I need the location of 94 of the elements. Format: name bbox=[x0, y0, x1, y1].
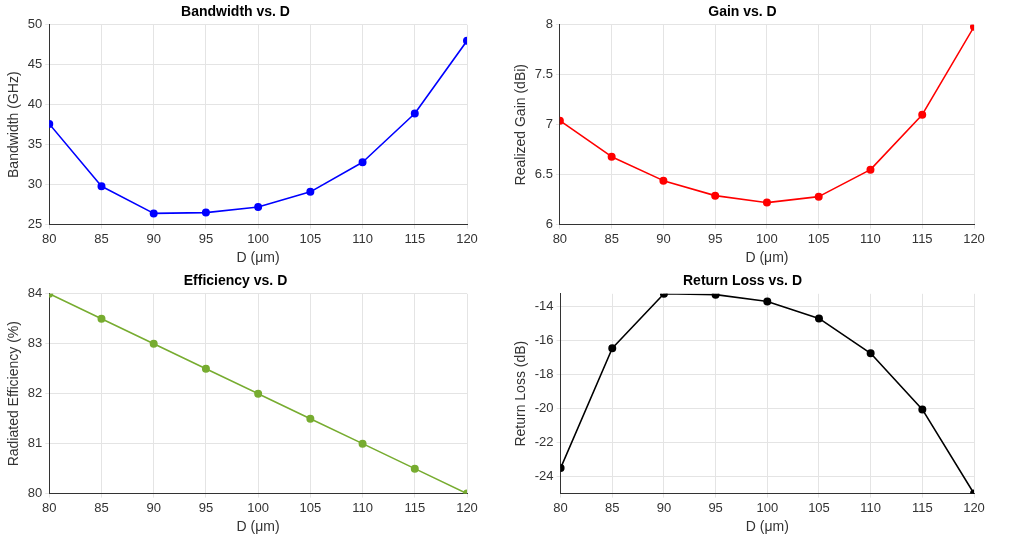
y-tick-label: -18 bbox=[534, 366, 554, 382]
y-axis-title: Realized Gain (dBi) bbox=[512, 64, 529, 186]
x-tick-label: 100 bbox=[756, 499, 779, 515]
x-tick-label: 95 bbox=[198, 499, 214, 515]
point bbox=[866, 165, 875, 174]
x-tick-label: 80 bbox=[42, 499, 57, 515]
x-tick-label: 90 bbox=[656, 230, 671, 246]
point bbox=[149, 339, 158, 348]
y-tick-label: 82 bbox=[27, 385, 43, 401]
y-tick-label: 6.5 bbox=[534, 166, 553, 182]
x-axis-title: D (μm) bbox=[236, 249, 280, 266]
x-tick-label: 95 bbox=[708, 499, 723, 515]
point bbox=[149, 209, 158, 218]
x-tick-label: 105 bbox=[299, 499, 322, 515]
point bbox=[814, 192, 823, 201]
point bbox=[762, 198, 771, 207]
x-tick-label: 120 bbox=[456, 499, 478, 515]
y-tick-label: 83 bbox=[27, 335, 43, 351]
x-tick-label: 85 bbox=[604, 230, 619, 246]
point bbox=[358, 439, 367, 448]
x-tick-label: 120 bbox=[963, 499, 985, 515]
point bbox=[201, 364, 210, 373]
point bbox=[97, 314, 106, 323]
point bbox=[659, 176, 668, 185]
y-axis-title: Radiated Efficiency (%) bbox=[5, 321, 22, 467]
chart-title: Gain vs. D bbox=[708, 3, 777, 20]
x-tick-label: 110 bbox=[352, 230, 373, 246]
x-tick-label: 115 bbox=[911, 499, 933, 515]
x-tick-label: 85 bbox=[94, 230, 109, 246]
x-axis-title: D (μm) bbox=[745, 249, 789, 266]
x-tick-label: 95 bbox=[198, 230, 214, 246]
point bbox=[358, 158, 367, 167]
x-tick-label: 110 bbox=[860, 499, 882, 515]
y-tick-label: -24 bbox=[534, 468, 554, 484]
x-axis-title: D (μm) bbox=[236, 518, 280, 535]
chart-title: Return Loss vs. D bbox=[682, 272, 803, 289]
point bbox=[97, 182, 106, 191]
y-tick-label: 30 bbox=[27, 176, 43, 192]
x-tick-label: 110 bbox=[352, 499, 373, 515]
point bbox=[608, 344, 617, 353]
y-tick-label: 7.5 bbox=[534, 66, 553, 82]
y-tick-label: 40 bbox=[27, 96, 43, 112]
y-tick-label: -20 bbox=[534, 400, 554, 416]
x-tick-label: 115 bbox=[911, 230, 933, 246]
x-tick-label: 115 bbox=[404, 499, 426, 515]
y-tick-label: -16 bbox=[534, 332, 554, 348]
x-tick-label: 100 bbox=[247, 230, 269, 246]
x-tick-label: 120 bbox=[456, 230, 478, 246]
y-tick-label: 84 bbox=[27, 285, 43, 301]
y-tick-label: 45 bbox=[27, 56, 43, 72]
x-tick-label: 105 bbox=[808, 499, 830, 515]
y-tick-label: 6 bbox=[545, 216, 553, 232]
x-tick-label: 100 bbox=[756, 230, 778, 246]
point bbox=[814, 314, 823, 323]
point bbox=[201, 208, 210, 217]
point bbox=[254, 389, 263, 398]
x-tick-label: 120 bbox=[963, 230, 985, 246]
y-tick-label: 25 bbox=[27, 216, 43, 232]
point bbox=[763, 297, 772, 306]
y-tick-label: -22 bbox=[534, 434, 554, 450]
point bbox=[918, 405, 927, 414]
x-tick-label: 115 bbox=[404, 230, 426, 246]
y-tick-label: 80 bbox=[27, 485, 43, 501]
chart-title: Efficiency vs. D bbox=[183, 272, 288, 289]
point bbox=[306, 414, 315, 423]
point bbox=[866, 349, 875, 358]
point bbox=[410, 109, 419, 118]
x-tick-label: 85 bbox=[605, 499, 620, 515]
point bbox=[918, 110, 927, 119]
point bbox=[254, 203, 263, 212]
y-tick-label: 50 bbox=[27, 16, 43, 32]
x-tick-label: 80 bbox=[42, 230, 57, 246]
x-tick-label: 85 bbox=[94, 499, 109, 515]
x-axis-title: D (μm) bbox=[745, 518, 789, 535]
y-tick-label: 7 bbox=[545, 116, 553, 132]
y-axis-title: Return Loss (dB) bbox=[512, 340, 529, 447]
x-tick-label: 110 bbox=[860, 230, 881, 246]
x-tick-label: 90 bbox=[146, 230, 161, 246]
point bbox=[607, 152, 616, 161]
point bbox=[711, 191, 720, 200]
point bbox=[306, 187, 315, 196]
y-tick-label: -14 bbox=[534, 298, 554, 314]
x-tick-label: 90 bbox=[146, 499, 161, 515]
point bbox=[410, 464, 419, 473]
x-tick-label: 105 bbox=[807, 230, 830, 246]
x-tick-label: 100 bbox=[247, 499, 269, 515]
y-tick-label: 35 bbox=[27, 136, 43, 152]
y-tick-label: 8 bbox=[545, 16, 553, 32]
x-tick-label: 90 bbox=[656, 499, 672, 515]
y-tick-label: 81 bbox=[27, 435, 43, 451]
y-axis-title: Bandwidth (GHz) bbox=[5, 71, 22, 178]
x-tick-label: 105 bbox=[299, 230, 322, 246]
chart-title: Bandwidth vs. D bbox=[181, 3, 290, 20]
x-tick-label: 95 bbox=[707, 230, 723, 246]
